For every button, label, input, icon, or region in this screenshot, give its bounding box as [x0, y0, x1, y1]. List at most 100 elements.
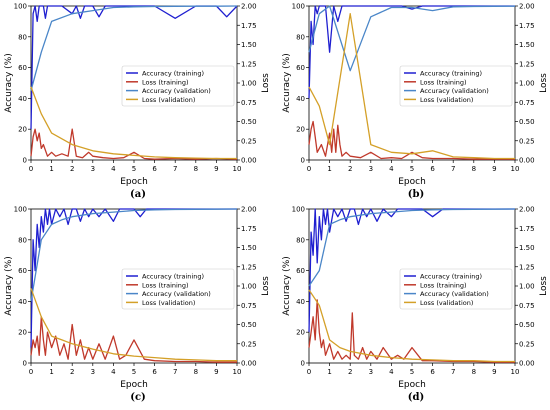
x-tick-label: 7 [173, 165, 177, 173]
x-tick-label: 1 [327, 165, 331, 173]
y-tick-label: 40 [18, 95, 27, 103]
chart-panel: 0 1 2 3 4 5 6 7 8 9 100204060801000.000.250.500.75… [282, 3, 549, 201]
x-tick-label: 7 [451, 165, 455, 173]
y-tick-label: 60 [296, 64, 305, 72]
y2-tick-label: 1.25 [241, 60, 257, 68]
y-axis-label: Accuracy (%) [282, 256, 292, 316]
legend-entry: Accuracy (training) [142, 273, 204, 281]
legend-entry: Accuracy (validation) [420, 87, 489, 95]
y2-tick-label: 0.75 [519, 99, 535, 107]
y-tick-label: 40 [18, 298, 27, 306]
x-tick-label: 1 [49, 165, 53, 173]
y-axis-label: Accuracy (%) [4, 53, 14, 113]
y2-tick-label: 0.50 [519, 321, 535, 329]
legend-box [399, 268, 513, 310]
legend-entry: Accuracy (validation) [420, 290, 489, 298]
x-tick-label: 9 [214, 368, 218, 376]
x-tick-label: 3 [91, 368, 95, 376]
legend-entry: Loss (validation) [142, 96, 195, 104]
legend-entry: Accuracy (training) [420, 273, 482, 281]
y-tick-label: 20 [296, 329, 305, 337]
series-line [308, 299, 515, 363]
x-tick-label: 6 [430, 368, 435, 376]
x-tick-label: 10 [233, 165, 242, 173]
x-tick-label: 8 [472, 368, 476, 376]
x-tick-label: 6 [152, 165, 157, 173]
y2-tick-label: 0.00 [519, 157, 535, 165]
x-tick-label: 2 [70, 165, 74, 173]
x-tick-label: 9 [492, 165, 496, 173]
x-tick-label: 4 [111, 368, 116, 376]
y-tick-label: 40 [296, 95, 305, 103]
series-line [30, 316, 237, 363]
y-tick-label: 60 [18, 64, 27, 72]
x-tick-label: 3 [369, 165, 373, 173]
y-tick-label: 40 [296, 298, 305, 306]
series-line [30, 86, 237, 160]
x-axis-label: Epoch [120, 380, 148, 390]
legend-box [399, 65, 513, 107]
legend-entry: Accuracy (training) [420, 70, 482, 78]
x-tick-label: 0 [307, 165, 311, 173]
panel-caption: (a) [130, 189, 146, 200]
chart-panel: 0 1 2 3 4 5 6 7 8 9 100204060801000.000.250.500.75… [282, 206, 549, 404]
y2-tick-label: 1.00 [241, 80, 257, 88]
series-line [30, 208, 237, 348]
x-axis-label: Epoch [398, 177, 426, 187]
y-axis-label: Accuracy (%) [4, 256, 14, 316]
x-tick-label: 9 [214, 165, 218, 173]
x-tick-label: 4 [389, 368, 394, 376]
y-tick-label: 80 [296, 33, 305, 41]
legend: Accuracy (training)Loss (training)Accura… [121, 268, 235, 310]
y-tick-label: 20 [18, 126, 27, 134]
legend-box [121, 268, 235, 310]
series-line [308, 5, 516, 72]
x-tick-label: 1 [327, 368, 331, 376]
y2-tick-label: 2.00 [241, 206, 257, 214]
x-tick-label: 5 [132, 165, 136, 173]
x-tick-label: 9 [492, 368, 496, 376]
series-line [308, 208, 515, 333]
x-tick-label: 8 [194, 165, 198, 173]
y-tick-label: 100 [292, 206, 305, 214]
y2-tick-label: 1.25 [519, 60, 535, 68]
y-tick-label: 20 [296, 126, 305, 134]
y2-tick-label: 1.50 [519, 244, 535, 252]
y2-tick-label: 0.75 [519, 302, 535, 310]
x-tick-label: 3 [369, 368, 373, 376]
series-line [308, 289, 515, 363]
y2-tick-label: 1.00 [519, 283, 535, 291]
series-line [30, 5, 238, 91]
y-axis-label: Accuracy (%) [282, 53, 292, 113]
x-tick-label: 4 [111, 165, 116, 173]
x-tick-label: 5 [410, 165, 414, 173]
series-line [30, 288, 237, 362]
legend-entry: Loss (training) [420, 78, 467, 86]
y2-tick-label: 1.50 [519, 41, 535, 49]
y2-tick-label: 0.25 [519, 137, 535, 145]
x-tick-label: 0 [307, 368, 311, 376]
y2-tick-label: 0.50 [241, 321, 257, 329]
y2-tick-label: 0.25 [519, 340, 535, 348]
y2-tick-label: 1.50 [241, 41, 257, 49]
legend-entry: Loss (training) [142, 78, 189, 86]
panel-caption: (b) [408, 189, 424, 200]
y2-tick-label: 2.00 [241, 3, 257, 11]
y2-tick-label: 0.75 [241, 302, 257, 310]
x-tick-label: 5 [410, 368, 414, 376]
y2-tick-label: 1.00 [519, 80, 535, 88]
panel-caption: (c) [130, 392, 146, 403]
y-tick-label: 60 [296, 267, 305, 275]
legend-entry: Loss (validation) [420, 299, 473, 307]
y-tick-label: 0 [301, 157, 305, 165]
y-tick-label: 100 [14, 206, 27, 214]
legend-entry: Loss (validation) [142, 299, 195, 307]
y-tick-label: 60 [18, 267, 27, 275]
x-tick-label: 10 [511, 368, 520, 376]
x-axis-label: Epoch [398, 380, 426, 390]
y2-tick-label: 0.25 [241, 340, 257, 348]
y-tick-label: 0 [301, 360, 305, 368]
y2-tick-label: 1.25 [519, 263, 535, 271]
series-line [308, 13, 515, 160]
